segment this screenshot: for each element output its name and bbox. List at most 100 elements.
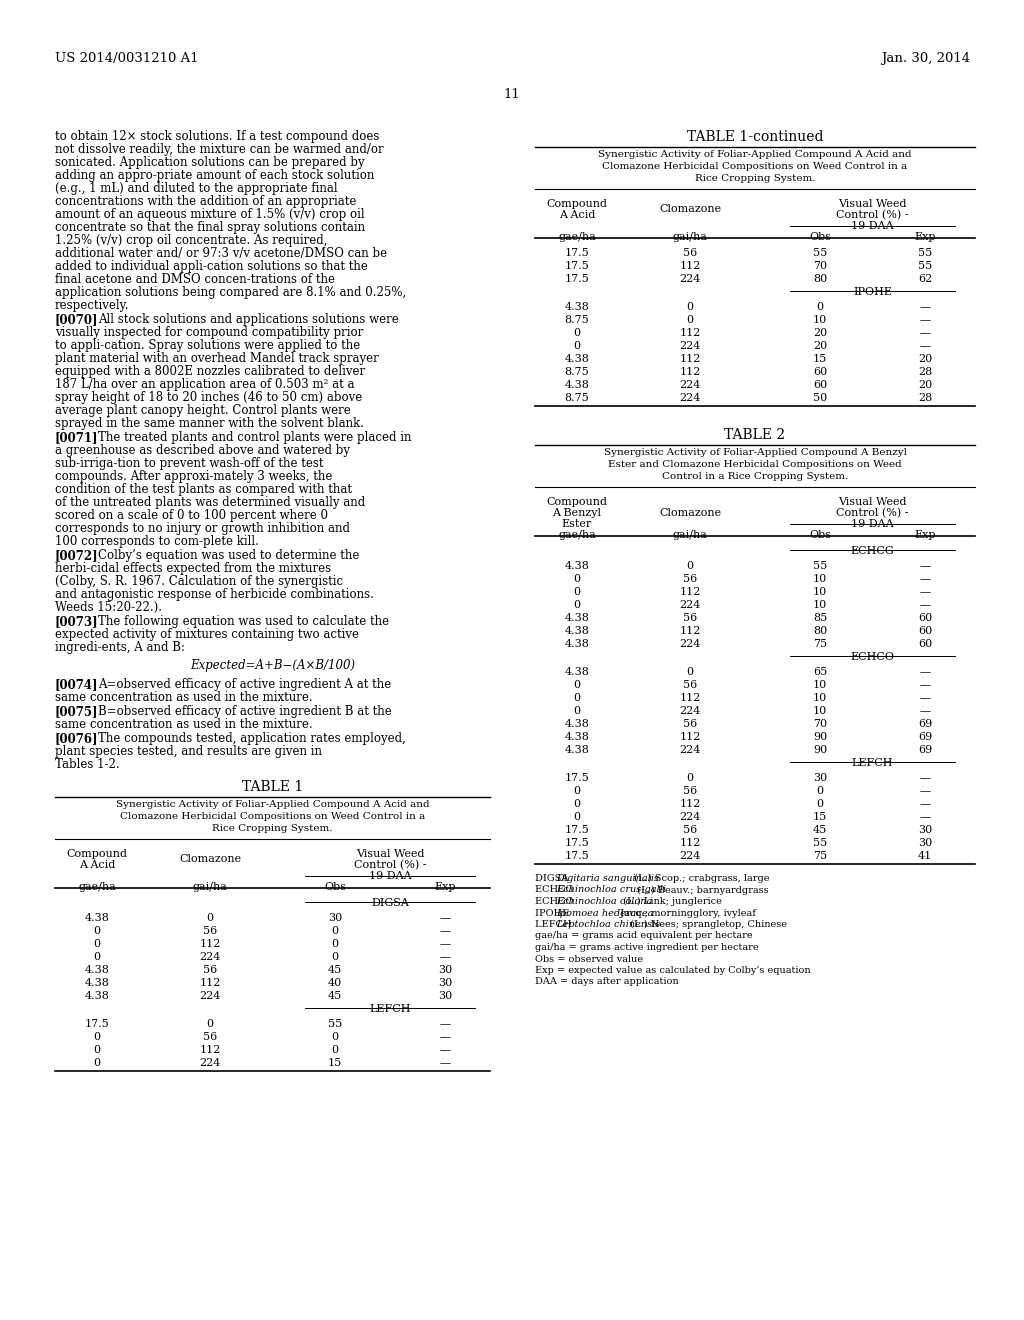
Text: —: — bbox=[439, 1019, 451, 1030]
Text: 69: 69 bbox=[918, 733, 932, 742]
Text: Control (%) -: Control (%) - bbox=[837, 508, 908, 519]
Text: 17.5: 17.5 bbox=[564, 248, 590, 257]
Text: 0: 0 bbox=[573, 680, 581, 690]
Text: sprayed in the same manner with the solvent blank.: sprayed in the same manner with the solv… bbox=[55, 417, 364, 430]
Text: concentrations with the addition of an appropriate: concentrations with the addition of an a… bbox=[55, 195, 356, 209]
Text: 0: 0 bbox=[573, 812, 581, 822]
Text: [0076]: [0076] bbox=[55, 733, 98, 744]
Text: 19 DAA: 19 DAA bbox=[851, 519, 894, 529]
Text: 70: 70 bbox=[813, 719, 827, 729]
Text: US 2014/0031210 A1: US 2014/0031210 A1 bbox=[55, 51, 199, 65]
Text: DIGSA: DIGSA bbox=[371, 898, 409, 908]
Text: Leptochloa chinensis: Leptochloa chinensis bbox=[556, 920, 660, 929]
Text: TABLE 2: TABLE 2 bbox=[724, 428, 785, 442]
Text: average plant canopy height. Control plants were: average plant canopy height. Control pla… bbox=[55, 404, 351, 417]
Text: 224: 224 bbox=[679, 341, 700, 351]
Text: additional water and/ or 97:3 v/v acetone/DMSO can be: additional water and/ or 97:3 v/v aceton… bbox=[55, 247, 387, 260]
Text: 56: 56 bbox=[683, 248, 697, 257]
Text: Synergistic Activity of Foliar-Applied Compound A Acid and: Synergistic Activity of Foliar-Applied C… bbox=[598, 150, 911, 158]
Text: sub-irriga-tion to prevent wash-off of the test: sub-irriga-tion to prevent wash-off of t… bbox=[55, 457, 324, 470]
Text: Synergistic Activity of Foliar-Applied Compound A Benzyl: Synergistic Activity of Foliar-Applied C… bbox=[603, 447, 906, 457]
Text: [0075]: [0075] bbox=[55, 705, 98, 718]
Text: 69: 69 bbox=[918, 719, 932, 729]
Text: 55: 55 bbox=[813, 248, 827, 257]
Text: Control in a Rice Cropping System.: Control in a Rice Cropping System. bbox=[662, 473, 848, 480]
Text: The treated plants and control plants were placed in: The treated plants and control plants we… bbox=[98, 432, 412, 444]
Text: Echinochloa colona: Echinochloa colona bbox=[556, 898, 652, 906]
Text: —: — bbox=[439, 913, 451, 923]
Text: [0072]: [0072] bbox=[55, 549, 98, 562]
Text: 90: 90 bbox=[813, 744, 827, 755]
Text: gai/ha: gai/ha bbox=[673, 232, 708, 242]
Text: 4.38: 4.38 bbox=[85, 965, 110, 975]
Text: gai/ha = grams active ingredient per hectare: gai/ha = grams active ingredient per hec… bbox=[535, 942, 759, 952]
Text: of the untreated plants was determined visually and: of the untreated plants was determined v… bbox=[55, 496, 366, 510]
Text: —: — bbox=[920, 561, 931, 572]
Text: 112: 112 bbox=[679, 327, 700, 338]
Text: 112: 112 bbox=[200, 1045, 221, 1055]
Text: 11: 11 bbox=[504, 88, 520, 102]
Text: 60: 60 bbox=[918, 639, 932, 649]
Text: 4.38: 4.38 bbox=[564, 719, 590, 729]
Text: 10: 10 bbox=[813, 706, 827, 715]
Text: Obs: Obs bbox=[324, 882, 346, 892]
Text: Jacq.; morningglory, ivyleaf: Jacq.; morningglory, ivyleaf bbox=[616, 908, 756, 917]
Text: 17.5: 17.5 bbox=[564, 261, 590, 271]
Text: (L.) Beauv.; barnyardgrass: (L.) Beauv.; barnyardgrass bbox=[635, 886, 769, 895]
Text: Digitaria sanguinalis: Digitaria sanguinalis bbox=[556, 874, 659, 883]
Text: 56: 56 bbox=[683, 719, 697, 729]
Text: Synergistic Activity of Foliar-Applied Compound A Acid and: Synergistic Activity of Foliar-Applied C… bbox=[116, 800, 429, 809]
Text: 41: 41 bbox=[918, 851, 932, 861]
Text: —: — bbox=[920, 327, 931, 338]
Text: gae/ha: gae/ha bbox=[78, 882, 116, 892]
Text: [0071]: [0071] bbox=[55, 432, 98, 444]
Text: 112: 112 bbox=[679, 799, 700, 809]
Text: Visual Weed: Visual Weed bbox=[839, 199, 906, 209]
Text: Echinochloa crus-galli: Echinochloa crus-galli bbox=[556, 886, 667, 895]
Text: 0: 0 bbox=[93, 1059, 100, 1068]
Text: 15: 15 bbox=[328, 1059, 342, 1068]
Text: Visual Weed: Visual Weed bbox=[839, 498, 906, 507]
Text: B=observed efficacy of active ingredient B at the: B=observed efficacy of active ingredient… bbox=[98, 705, 391, 718]
Text: final acetone and DMSO concen-trations of the: final acetone and DMSO concen-trations o… bbox=[55, 273, 335, 286]
Text: 40: 40 bbox=[328, 978, 342, 987]
Text: 4.38: 4.38 bbox=[564, 733, 590, 742]
Text: 0: 0 bbox=[207, 913, 214, 923]
Text: A Benzyl: A Benzyl bbox=[553, 508, 601, 517]
Text: 4.38: 4.38 bbox=[564, 639, 590, 649]
Text: Compound: Compound bbox=[67, 849, 128, 859]
Text: 112: 112 bbox=[679, 587, 700, 597]
Text: to obtain 12× stock solutions. If a test compound does: to obtain 12× stock solutions. If a test… bbox=[55, 129, 379, 143]
Text: Expected=A+B−(A×B/100): Expected=A+B−(A×B/100) bbox=[189, 659, 355, 672]
Text: —: — bbox=[920, 812, 931, 822]
Text: 55: 55 bbox=[813, 838, 827, 847]
Text: 30: 30 bbox=[438, 965, 453, 975]
Text: 0: 0 bbox=[93, 1045, 100, 1055]
Text: Ester: Ester bbox=[562, 519, 592, 529]
Text: —: — bbox=[920, 315, 931, 325]
Text: —: — bbox=[920, 341, 931, 351]
Text: 224: 224 bbox=[679, 812, 700, 822]
Text: —: — bbox=[920, 785, 931, 796]
Text: 10: 10 bbox=[813, 693, 827, 704]
Text: 4.38: 4.38 bbox=[564, 302, 590, 312]
Text: 60: 60 bbox=[813, 367, 827, 378]
Text: 10: 10 bbox=[813, 315, 827, 325]
Text: 56: 56 bbox=[203, 1032, 217, 1041]
Text: —: — bbox=[920, 667, 931, 677]
Text: (e.g., 1 mL) and diluted to the appropriate final: (e.g., 1 mL) and diluted to the appropri… bbox=[55, 182, 338, 195]
Text: 30: 30 bbox=[918, 825, 932, 836]
Text: gae/ha: gae/ha bbox=[558, 531, 596, 540]
Text: 0: 0 bbox=[686, 561, 693, 572]
Text: Tables 1-2.: Tables 1-2. bbox=[55, 758, 120, 771]
Text: 55: 55 bbox=[328, 1019, 342, 1030]
Text: IPOHE: IPOHE bbox=[853, 286, 892, 297]
Text: 8.75: 8.75 bbox=[564, 393, 590, 403]
Text: 224: 224 bbox=[200, 1059, 221, 1068]
Text: Compound: Compound bbox=[547, 199, 607, 209]
Text: TABLE 1: TABLE 1 bbox=[242, 780, 303, 795]
Text: 112: 112 bbox=[679, 261, 700, 271]
Text: 0: 0 bbox=[93, 927, 100, 936]
Text: Exp: Exp bbox=[914, 232, 936, 242]
Text: 20: 20 bbox=[918, 354, 932, 364]
